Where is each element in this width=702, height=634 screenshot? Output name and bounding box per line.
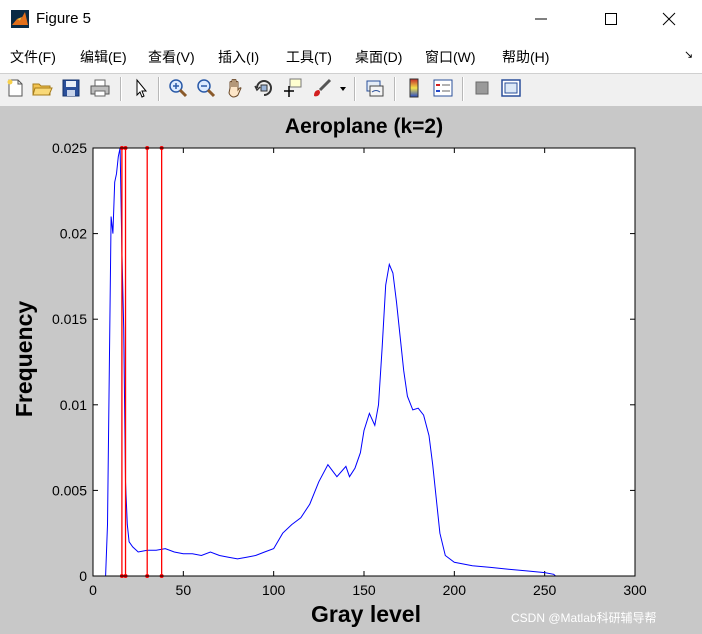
maximize-button[interactable] [588, 0, 634, 38]
show-plot-tools-icon[interactable] [500, 77, 522, 99]
data-cursor-icon[interactable] [282, 77, 304, 99]
legend-icon[interactable] [432, 77, 454, 99]
x-tick-label: 250 [533, 582, 557, 598]
toolbar-separator [354, 77, 356, 101]
y-tick-label: 0.025 [52, 140, 87, 156]
menubar [0, 40, 702, 72]
axes-box [92, 147, 636, 577]
minimize-button[interactable] [518, 0, 564, 38]
brush-dropdown-icon[interactable] [337, 77, 349, 99]
chart-title: Aeroplane (k=2) [285, 115, 443, 138]
open-folder-icon[interactable] [31, 77, 53, 99]
y-tick-label: 0.01 [60, 397, 87, 413]
menu-help[interactable]: 帮助(H) [502, 49, 550, 65]
y-axis-label: Frequency [11, 301, 37, 418]
save-icon[interactable] [60, 77, 82, 99]
axes-background [93, 148, 635, 576]
x-tick-label: 50 [176, 582, 192, 598]
minimize-icon [535, 18, 547, 20]
x-tick-label: 100 [262, 582, 286, 598]
select-arrow-icon[interactable] [130, 77, 152, 99]
menu-desktop[interactable]: 桌面(D) [355, 49, 403, 65]
menu-edit[interactable]: 编辑(E) [80, 49, 127, 65]
toolbar-separator [158, 77, 160, 101]
x-axis-label: Gray level [311, 601, 421, 627]
y-tick-label: 0.005 [52, 482, 87, 498]
menu-window[interactable]: 窗口(W) [425, 49, 476, 65]
y-tick-label: 0.02 [60, 226, 87, 242]
menu-tools[interactable]: 工具(T) [286, 49, 332, 65]
colorbar-icon[interactable] [403, 77, 425, 99]
menu-insert[interactable]: 插入(I) [218, 49, 260, 65]
dock-arrow-icon[interactable]: ↘ [684, 49, 694, 61]
close-button[interactable] [646, 0, 692, 38]
histogram-plot[interactable]: 0 50 100 150 200 250 300 0 0.005 0.01 0.015 0.02 0.0… [0, 106, 702, 634]
zoom-in-icon[interactable] [167, 77, 189, 99]
hide-plot-tools-icon[interactable] [471, 77, 493, 99]
x-tick-label: 300 [623, 582, 647, 598]
menu-view[interactable]: 查看(V) [148, 49, 195, 65]
y-tick-label: 0 [79, 568, 87, 584]
brush-icon[interactable] [311, 77, 333, 99]
close-icon [662, 12, 676, 26]
link-plot-icon[interactable] [364, 77, 386, 99]
watermark-text: CSDN @Matlab科研辅导帮 [511, 611, 657, 625]
matlab-figure-icon [11, 10, 29, 28]
print-icon[interactable] [89, 77, 111, 99]
toolbar-separator [394, 77, 396, 101]
zoom-out-icon[interactable] [195, 77, 217, 99]
window-titlebar: Figure 5 [0, 0, 702, 38]
rotate-3d-icon[interactable] [253, 77, 275, 99]
y-tick-label: 0.015 [52, 311, 87, 327]
x-tick-label: 0 [89, 582, 97, 598]
maximize-icon [605, 13, 617, 25]
pan-hand-icon[interactable] [224, 77, 246, 99]
x-tick-label: 200 [443, 582, 467, 598]
x-tick-label: 150 [352, 582, 376, 598]
window-title: Figure 5 [36, 10, 92, 27]
toolbar-separator [462, 77, 464, 101]
toolbar-separator [120, 77, 122, 101]
new-figure-icon[interactable] [4, 77, 26, 99]
menu-file[interactable]: 文件(F) [10, 49, 56, 65]
